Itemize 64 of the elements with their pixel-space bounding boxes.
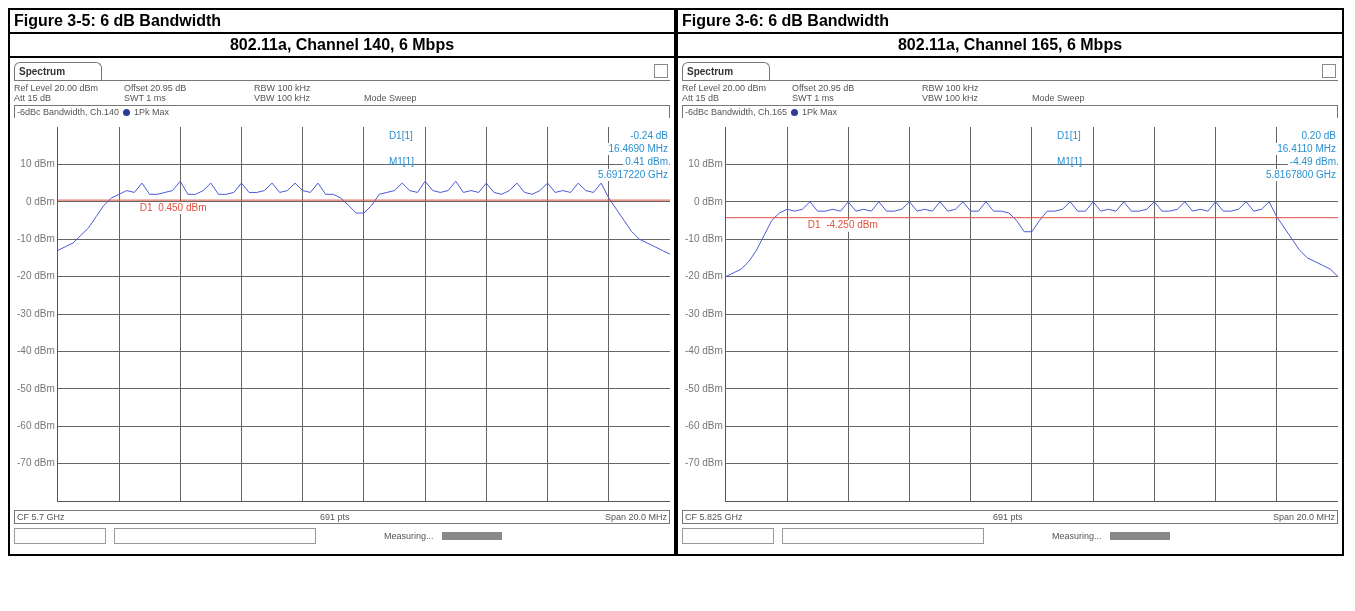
y-tick-label: 0 dBm [693, 195, 723, 207]
ref-line-label: D1 -4.250 dBm [807, 219, 878, 231]
text: Ref Level 20.00 dBm [682, 83, 768, 93]
text: -6dBc Bandwidth, Ch.165 [685, 107, 788, 117]
annotation: -0.24 dB [630, 129, 669, 141]
y-tick-label: 10 dBm [688, 158, 723, 170]
annotation: M1[1] [1056, 155, 1083, 167]
y-tick-label: 10 dBm [20, 158, 55, 170]
text: -6dBc Bandwidth, Ch.140 [17, 107, 120, 117]
text: RBW 100 kHz [922, 83, 980, 93]
y-tick-label: -10 dBm [17, 232, 55, 244]
annotation: 16.4690 MHz [608, 142, 668, 154]
y-tick-label: 0 dBm [25, 195, 55, 207]
annotation: 5.6917220 GHz [597, 168, 668, 180]
text: Mode Sweep [364, 93, 418, 103]
chart-title: Figure 3-5: 6 dB Bandwidth [10, 10, 674, 34]
y-tick-label: -20 dBm [17, 270, 55, 282]
text: 1Pk Max [802, 107, 838, 117]
y-tick-label: -60 dBm [685, 419, 723, 431]
annotation: 16.4110 MHz [1277, 142, 1336, 154]
chart-title: Figure 3-6: 6 dB Bandwidth [678, 10, 1342, 34]
annotation: 5.8167800 GHz [1265, 168, 1336, 180]
text: Spectrum [682, 62, 771, 80]
annotation: -4.49 dBm [1289, 155, 1336, 167]
y-tick-label: -40 dBm [685, 345, 723, 357]
text: Spectrum [14, 62, 103, 80]
annotation: D1[1] [388, 129, 414, 141]
annotation: 0.41 dBm [625, 155, 668, 167]
y-tick-label: -20 dBm [685, 270, 723, 282]
text: Ref Level 20.00 dBm [14, 83, 100, 93]
chart-subtitle: 802.11a, Channel 140, 6 Mbps [10, 34, 674, 58]
y-tick-label: -10 dBm [685, 232, 723, 244]
y-tick-label: -60 dBm [17, 419, 55, 431]
text: Att 15 dB [682, 93, 721, 103]
text: VBW 100 kHz [922, 93, 980, 103]
ref-line-label: D1 0.450 dBm [139, 201, 207, 213]
text: RBW 100 kHz [254, 83, 312, 93]
chart-subtitle: 802.11a, Channel 165, 6 Mbps [678, 34, 1342, 58]
annotation: M1[1] [388, 155, 415, 167]
text: Measuring... [384, 531, 434, 541]
y-tick-label: -40 dBm [17, 345, 55, 357]
y-tick-label: -30 dBm [685, 307, 723, 319]
text: Offset 20.95 dB [792, 83, 856, 93]
text: VBW 100 kHz [254, 93, 312, 103]
text: 1Pk Max [134, 107, 170, 117]
y-tick-label: -50 dBm [17, 382, 55, 394]
text: Span 20.0 MHz [1272, 512, 1335, 522]
text: CF 5.825 GHz [685, 512, 743, 522]
text: SWT 1 ms [792, 93, 835, 103]
annotation: 0.20 dB [1301, 129, 1337, 141]
text: SWT 1 ms [124, 93, 167, 103]
text: Mode Sweep [1032, 93, 1086, 103]
text: 691 pts [992, 512, 1023, 522]
text: Att 15 dB [14, 93, 53, 103]
text: CF 5.7 GHz [17, 512, 65, 522]
y-tick-label: -30 dBm [17, 307, 55, 319]
text: Measuring... [1052, 531, 1102, 541]
y-tick-label: -70 dBm [685, 457, 723, 469]
text: Offset 20.95 dB [124, 83, 188, 93]
y-tick-label: -70 dBm [17, 457, 55, 469]
text: 691 pts [319, 512, 350, 522]
text: Span 20.0 MHz [604, 512, 667, 522]
annotation: D1[1] [1056, 129, 1082, 141]
y-tick-label: -50 dBm [685, 382, 723, 394]
